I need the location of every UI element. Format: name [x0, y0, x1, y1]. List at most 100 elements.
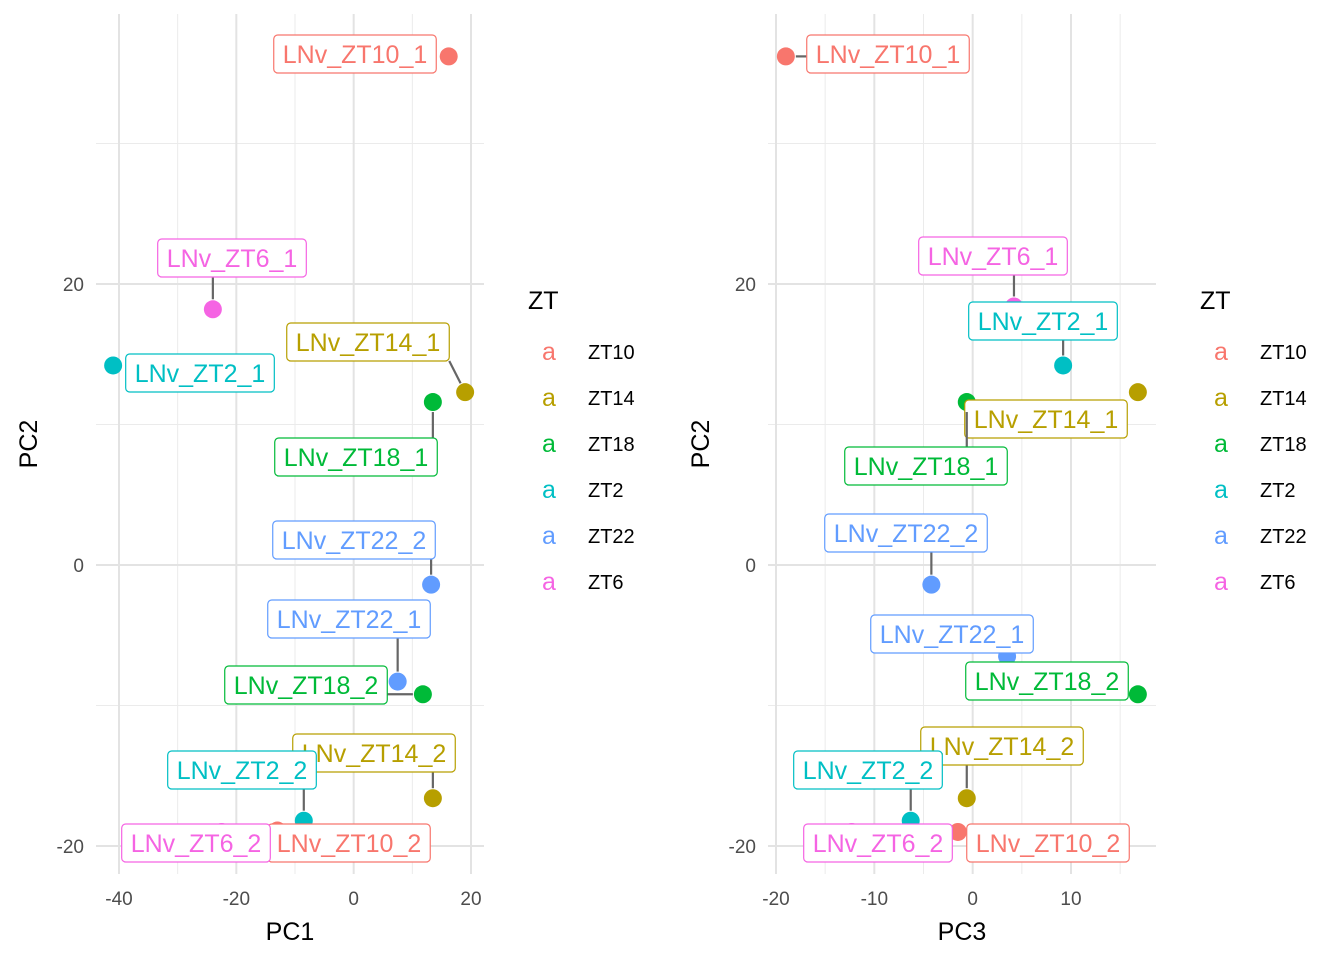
legend-title: ZT [528, 287, 559, 315]
legend-key-glyph: a [542, 384, 556, 412]
legend-label: ZT2 [588, 480, 624, 502]
legend-item-zt14: a ZT14 [1214, 384, 1307, 412]
point-label-box [806, 34, 970, 74]
label-lnv-zt10-2: LNv_ZT10_2 [267, 823, 431, 863]
legend-item-zt14: a ZT14 [542, 384, 635, 412]
point-lnv-zt10-1 [776, 47, 795, 66]
point-label-box [968, 301, 1118, 341]
legend-item-zt10: a ZT10 [1214, 338, 1307, 366]
legend-key-glyph: a [1214, 384, 1228, 412]
grid [768, 14, 1156, 874]
point-lnv-zt2-1 [104, 356, 123, 375]
point-label-box [965, 661, 1129, 701]
point-label-box [870, 614, 1034, 654]
point-label-text: LNv_ZT14_2 [302, 740, 447, 768]
point-label-text: LNv_ZT6_2 [131, 830, 262, 858]
point-lnv-zt18-2 [1128, 685, 1147, 704]
label-lnv-zt10-2: LNv_ZT10_2 [966, 823, 1130, 863]
point-label-box [824, 513, 988, 553]
point-lnv-zt14-1 [456, 383, 475, 402]
point-label-text: LNv_ZT22_2 [834, 520, 979, 548]
point-label-text: LNv_ZT18_1 [854, 453, 999, 481]
legend-item-zt22: a ZT22 [1214, 522, 1307, 550]
legend-item-zt10: a ZT10 [542, 338, 635, 366]
label-lnv-zt22-1: LNv_ZT22_1 [267, 599, 431, 639]
label-lnv-zt2-2: LNv_ZT2_2 [167, 750, 317, 790]
point-label-box [803, 823, 953, 863]
point-label-text: LNv_ZT10_1 [816, 41, 961, 69]
legend-key-glyph: a [542, 338, 556, 366]
legend-label: ZT18 [588, 434, 635, 456]
point-label-text: LNv_ZT10_1 [283, 41, 428, 69]
legend-key-glyph: a [1214, 338, 1228, 366]
legend-key-glyph: a [542, 568, 556, 596]
point-lnv-zt18-1 [423, 393, 442, 412]
leader-line [448, 360, 462, 384]
labels: LNv_ZT10_1 LNv_ZT6_1 LNv_ZT2_1 LNv_ZT14_1 LN… [121, 34, 462, 863]
label-lnv-zt10-1: LNv_ZT10_1 [273, 34, 437, 74]
point-label-box [844, 446, 1008, 486]
y-tick-label: -20 [57, 837, 84, 858]
legend-title: ZT [1200, 287, 1231, 315]
legend-label: ZT6 [1260, 572, 1296, 594]
point-label-text: LNv_ZT10_2 [976, 830, 1121, 858]
point-label-text: LNv_ZT22_1 [880, 621, 1025, 649]
point-label-box [167, 750, 317, 790]
point-label-text: LNv_ZT2_1 [135, 360, 266, 388]
point-label-box [793, 750, 943, 790]
point-label-text: LNv_ZT6_1 [167, 245, 298, 273]
x-tick-label: -20 [223, 889, 250, 910]
point-label-box [918, 236, 1068, 276]
label-lnv-zt14-2: LNv_ZT14_2 [292, 733, 456, 773]
points [776, 47, 1147, 841]
y-tick-label: 20 [63, 275, 84, 296]
legend-label: ZT14 [1260, 388, 1307, 410]
x-tick-label: -40 [105, 889, 132, 910]
point-label-box [286, 322, 450, 362]
legend-item-zt22: a ZT22 [542, 522, 635, 550]
y-axis-title: PC2 [15, 420, 43, 469]
legend-label: ZT2 [1260, 480, 1296, 502]
label-lnv-zt18-2: LNv_ZT18_2 [224, 665, 388, 705]
legend-item-zt18: a ZT18 [1214, 430, 1307, 458]
label-lnv-zt10-1: LNv_ZT10_1 [806, 34, 970, 74]
point-lnv-zt14-1 [1128, 383, 1147, 402]
point-lnv-zt14-2 [423, 789, 442, 808]
point-label-text: LNv_ZT6_2 [813, 830, 944, 858]
x-tick-label: 20 [460, 889, 481, 910]
label-lnv-zt18-1: LNv_ZT18_1 [844, 446, 1008, 486]
legend: ZT a ZT10 a ZT14 a ZT18 a ZT2 a ZT22 a ZT6 [528, 287, 635, 596]
label-lnv-zt6-2: LNv_ZT6_2 [121, 823, 271, 863]
label-lnv-zt22-2: LNv_ZT22_2 [824, 513, 988, 553]
point-label-box [157, 238, 307, 278]
y-tick-label: 0 [745, 556, 756, 577]
point-label-text: LNv_ZT14_2 [930, 733, 1075, 761]
x-axis-title: PC3 [938, 918, 987, 946]
x-tick-label: -20 [762, 889, 789, 910]
point-lnv-zt10-2 [948, 822, 967, 841]
point-label-box [273, 34, 437, 74]
label-lnv-zt14-1: LNv_ZT14_1 [286, 322, 450, 362]
legend-label: ZT6 [588, 572, 624, 594]
point-lnv-zt6-1 [203, 300, 222, 319]
point-label-text: LNv_ZT14_1 [974, 406, 1119, 434]
point-label-text: LNv_ZT14_1 [296, 329, 441, 357]
legend-key-glyph: a [1214, 476, 1228, 504]
legend-key-glyph: a [542, 476, 556, 504]
label-lnv-zt22-2: LNv_ZT22_2 [272, 520, 436, 560]
label-lnv-zt14-1: LNv_ZT14_1 [964, 399, 1128, 439]
point-label-text: LNv_ZT10_2 [277, 830, 422, 858]
point-label-box [224, 665, 388, 705]
legend-label: ZT10 [1260, 342, 1307, 364]
label-lnv-zt2-2: LNv_ZT2_2 [793, 750, 943, 790]
x-tick-label: 0 [348, 889, 359, 910]
point-label-text: LNv_ZT2_2 [803, 757, 934, 785]
point-lnv-zt18-2 [413, 685, 432, 704]
legend-label: ZT10 [588, 342, 635, 364]
label-lnv-zt6-1: LNv_ZT6_1 [918, 236, 1068, 276]
legend-key-glyph: a [542, 522, 556, 550]
panel-pc3-pc2: -20 -10 0 10 -20 0 20 PC3 PC2 LNv_ZT10_1 LNv_ZT6_1… [687, 14, 1307, 946]
legend-label: ZT22 [588, 526, 635, 548]
x-tick-label: 0 [967, 889, 978, 910]
legend-label: ZT22 [1260, 526, 1307, 548]
